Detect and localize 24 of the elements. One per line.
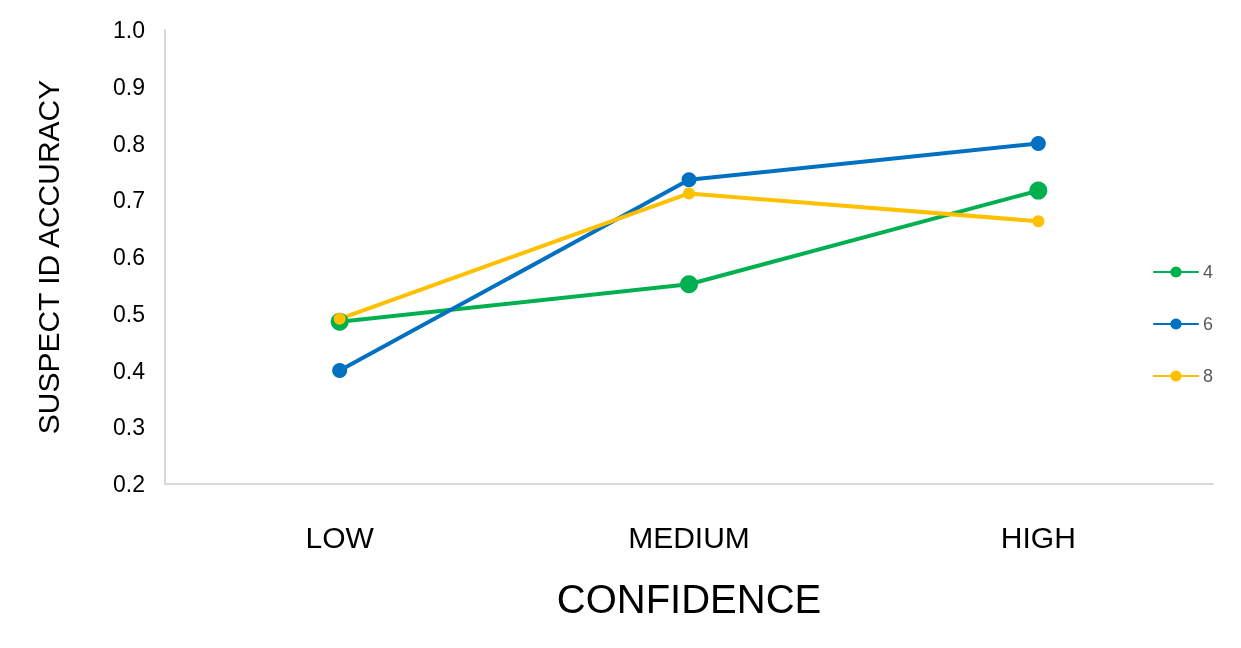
- legend-label: 6: [1202, 314, 1213, 334]
- y-tick-label: 0.4: [113, 357, 146, 384]
- x-tick-label: HIGH: [1000, 520, 1076, 554]
- y-tick-label: 0.8: [113, 130, 145, 157]
- x-axis-title: CONFIDENCE: [556, 577, 822, 621]
- point: [683, 187, 695, 200]
- point: [680, 275, 698, 294]
- y-tick-label: 0.5: [113, 300, 145, 327]
- y-axis-title: SUSPECT ID ACCURACY: [31, 79, 65, 435]
- y-tick-label: 0.7: [113, 187, 145, 214]
- y-tick-label: 0.2: [113, 471, 145, 497]
- y-tick-label: 0.3: [113, 414, 145, 441]
- y-tick-label: 1.0: [113, 17, 145, 43]
- point: [1029, 181, 1048, 200]
- x-tick-label: MEDIUM: [628, 520, 750, 554]
- point: [1030, 136, 1046, 151]
- point: [1032, 215, 1045, 228]
- legend-label: 8: [1202, 366, 1213, 386]
- y-tick-label: 0.6: [113, 244, 145, 270]
- x-tick-label: LOW: [305, 520, 375, 554]
- point: [681, 172, 697, 188]
- y-tick-label: 0.9: [113, 73, 145, 100]
- legend-label: 4: [1202, 262, 1213, 282]
- point: [332, 363, 348, 378]
